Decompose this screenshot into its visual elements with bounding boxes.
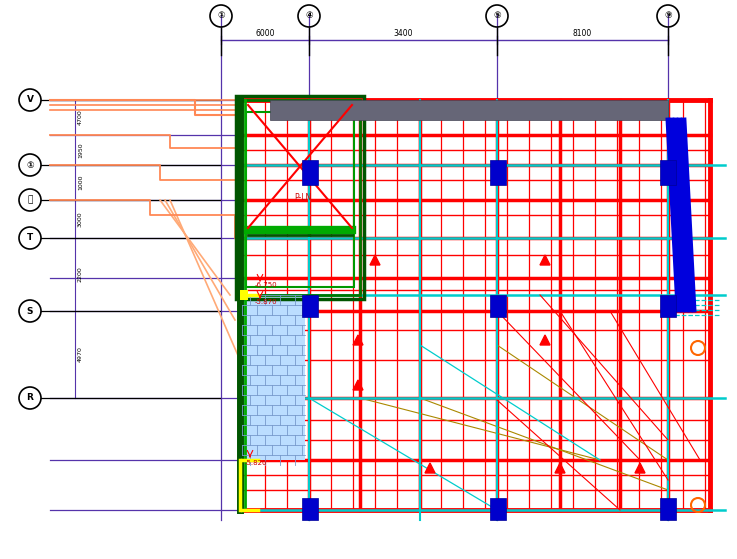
- Polygon shape: [540, 255, 550, 265]
- Text: 1950: 1950: [78, 142, 83, 158]
- Text: P-LN: P-LN: [294, 193, 312, 202]
- Text: S: S: [27, 306, 33, 315]
- Text: 3000: 3000: [78, 211, 83, 227]
- Bar: [490, 160, 506, 185]
- Bar: [660, 498, 676, 520]
- Polygon shape: [635, 463, 645, 473]
- Bar: [302, 295, 318, 317]
- Polygon shape: [353, 380, 363, 390]
- Bar: [302, 160, 318, 185]
- Bar: [236, 96, 364, 299]
- Text: ⑨: ⑨: [664, 12, 672, 21]
- Text: ④: ④: [305, 12, 312, 21]
- Bar: [490, 295, 506, 317]
- Text: 6000: 6000: [255, 29, 275, 37]
- Bar: [240, 100, 360, 295]
- Bar: [660, 160, 676, 185]
- Bar: [490, 498, 506, 520]
- Text: -5.820: -5.820: [245, 460, 268, 466]
- Text: 4700: 4700: [78, 110, 83, 125]
- Polygon shape: [555, 463, 565, 473]
- Polygon shape: [370, 255, 380, 265]
- Text: -6.750: -6.750: [255, 282, 278, 288]
- Text: Ⓜ: Ⓜ: [27, 196, 32, 205]
- Bar: [270, 100, 668, 120]
- Bar: [660, 295, 676, 317]
- Text: 3400: 3400: [394, 29, 413, 37]
- Bar: [242, 295, 305, 460]
- Polygon shape: [540, 335, 550, 345]
- Bar: [302, 498, 318, 520]
- Text: ⑤: ⑤: [493, 12, 501, 21]
- Polygon shape: [353, 335, 363, 345]
- Polygon shape: [425, 463, 435, 473]
- Text: R: R: [27, 394, 33, 402]
- Text: 2200: 2200: [78, 267, 83, 282]
- Text: V: V: [27, 96, 33, 105]
- Text: T: T: [27, 234, 33, 243]
- Text: ①: ①: [27, 160, 34, 169]
- Bar: [246, 112, 354, 287]
- Text: 8100: 8100: [573, 29, 592, 37]
- Bar: [240, 290, 248, 300]
- Text: 4970: 4970: [78, 347, 83, 362]
- Text: ①: ①: [217, 12, 225, 21]
- Text: 1000: 1000: [78, 175, 83, 190]
- Text: -5.870: -5.870: [255, 299, 278, 305]
